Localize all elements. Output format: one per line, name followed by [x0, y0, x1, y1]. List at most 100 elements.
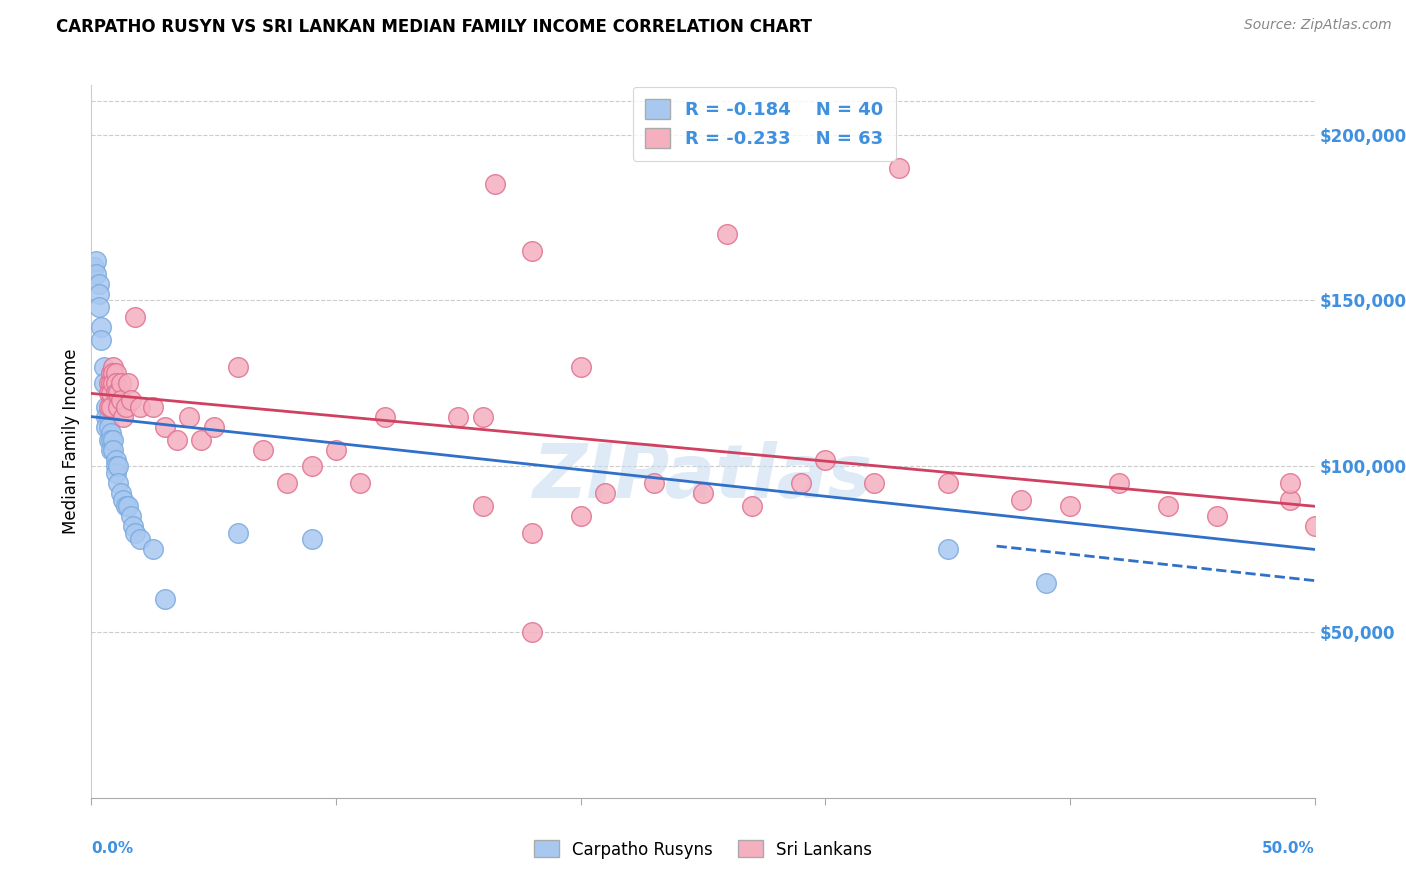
Point: [104, 459, 127, 474]
Point: [103, 433, 125, 447]
Point: [117, 376, 139, 391]
Point: [226, 359, 249, 374]
Point: [103, 367, 125, 381]
Point: [104, 386, 127, 401]
Point: [520, 244, 543, 258]
Point: [643, 476, 665, 491]
Point: [103, 359, 125, 374]
Point: [112, 409, 135, 424]
Point: [471, 500, 494, 514]
Point: [1059, 500, 1081, 514]
Point: [374, 409, 396, 424]
Point: [97, 409, 120, 424]
Point: [104, 466, 127, 480]
Point: [100, 442, 122, 457]
Point: [97, 376, 120, 391]
Point: [97, 400, 120, 414]
Point: [1279, 476, 1302, 491]
Point: [141, 542, 163, 557]
Point: [301, 459, 323, 474]
Point: [520, 625, 543, 640]
Point: [87, 300, 110, 314]
Point: [114, 400, 136, 414]
Point: [93, 376, 115, 391]
Point: [520, 525, 543, 540]
Point: [110, 392, 132, 407]
Point: [107, 400, 129, 414]
Point: [301, 533, 323, 547]
Point: [100, 386, 122, 401]
Point: [179, 409, 201, 424]
Point: [120, 509, 142, 524]
Point: [1279, 492, 1302, 507]
Point: [447, 409, 470, 424]
Point: [124, 525, 146, 540]
Point: [166, 433, 188, 447]
Point: [110, 486, 132, 500]
Point: [90, 320, 112, 334]
Point: [593, 486, 616, 500]
Point: [1010, 492, 1032, 507]
Point: [94, 409, 117, 424]
Point: [97, 419, 120, 434]
Text: Source: ZipAtlas.com: Source: ZipAtlas.com: [1244, 18, 1392, 32]
Point: [100, 367, 122, 381]
Point: [94, 400, 117, 414]
Point: [100, 400, 122, 414]
Point: [716, 227, 738, 241]
Point: [84, 267, 107, 281]
Point: [100, 433, 122, 447]
Point: [104, 376, 127, 391]
Point: [814, 452, 837, 467]
Point: [226, 525, 249, 540]
Point: [276, 476, 298, 491]
Point: [790, 476, 813, 491]
Point: [104, 367, 127, 381]
Point: [97, 386, 120, 401]
Point: [349, 476, 371, 491]
Point: [190, 433, 212, 447]
Point: [107, 386, 129, 401]
Point: [124, 310, 146, 324]
Point: [103, 442, 125, 457]
Point: [153, 419, 176, 434]
Point: [110, 376, 132, 391]
Point: [97, 433, 120, 447]
Point: [112, 492, 135, 507]
Point: [122, 519, 145, 533]
Point: [107, 476, 129, 491]
Point: [94, 419, 117, 434]
Point: [100, 376, 122, 391]
Point: [252, 442, 274, 457]
Point: [83, 260, 105, 275]
Point: [325, 442, 347, 457]
Point: [863, 476, 886, 491]
Text: 0.0%: 0.0%: [91, 841, 134, 856]
Point: [87, 286, 110, 301]
Point: [569, 509, 592, 524]
Point: [120, 392, 142, 407]
Point: [1205, 509, 1227, 524]
Text: 50.0%: 50.0%: [1261, 841, 1315, 856]
Point: [104, 452, 127, 467]
Point: [936, 476, 959, 491]
Point: [887, 161, 910, 175]
Point: [1108, 476, 1130, 491]
Point: [1303, 519, 1326, 533]
Text: CARPATHO RUSYN VS SRI LANKAN MEDIAN FAMILY INCOME CORRELATION CHART: CARPATHO RUSYN VS SRI LANKAN MEDIAN FAMI…: [56, 18, 813, 36]
Legend: Carpatho Rusyns, Sri Lankans: Carpatho Rusyns, Sri Lankans: [524, 830, 882, 869]
Point: [129, 533, 152, 547]
Point: [129, 400, 152, 414]
Y-axis label: Median Family Income: Median Family Income: [62, 349, 80, 534]
Point: [117, 500, 139, 514]
Point: [1035, 575, 1057, 590]
Point: [692, 486, 714, 500]
Point: [141, 400, 163, 414]
Point: [471, 409, 494, 424]
Point: [202, 419, 225, 434]
Point: [741, 500, 763, 514]
Point: [1157, 500, 1180, 514]
Point: [103, 376, 125, 391]
Point: [93, 359, 115, 374]
Point: [84, 253, 107, 268]
